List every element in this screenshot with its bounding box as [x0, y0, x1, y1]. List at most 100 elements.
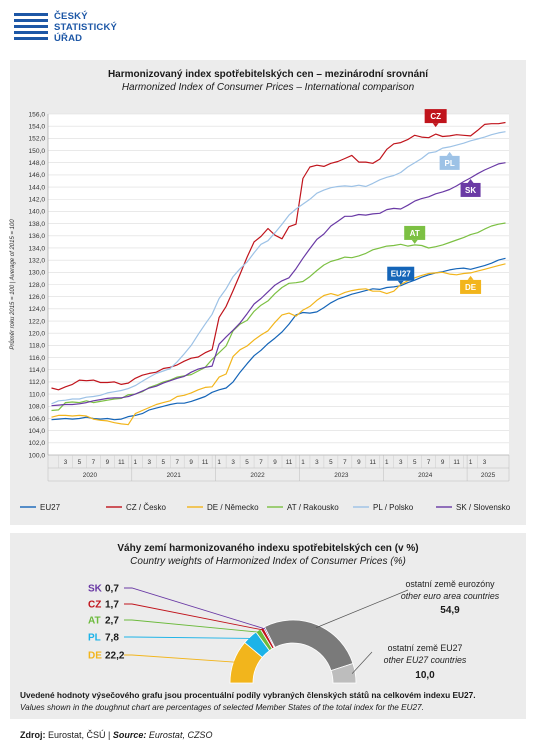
series-tag-label: EU27	[391, 270, 412, 279]
series-tag-pointer	[446, 151, 453, 156]
y-tick-label: 140,0	[28, 209, 45, 216]
source-en: Eurostat, CZSO	[148, 730, 213, 740]
series-tag-pointer	[397, 280, 404, 285]
x-tick-label: 1	[301, 459, 305, 466]
series-tag-pointer	[411, 239, 418, 244]
y-axis-label: Průměr roku 2015 = 100 | Average of 2015…	[9, 219, 16, 350]
y-tick-label: 154,0	[28, 123, 45, 130]
x-tick-label: 7	[175, 459, 179, 466]
line-chart-title: Harmonizovaný index spotřebitelských cen…	[107, 69, 429, 80]
y-tick-label: 122,0	[28, 318, 45, 325]
series-tag-label: CZ	[430, 112, 441, 121]
series-tag-box	[404, 225, 426, 240]
x-tick-label: 3	[64, 459, 68, 466]
y-tick-label: 100,0	[28, 452, 45, 459]
y-tick-label: 116,0	[29, 355, 45, 362]
x-tick-label: 5	[245, 459, 249, 466]
doughnut-chart-title: Váhy zemí harmonizovaného indexu spotřeb…	[117, 543, 419, 554]
y-tick-label: 132,0	[28, 257, 45, 264]
y-tick-label: 106,0	[28, 416, 45, 423]
y-tick-label: 142,0	[28, 197, 45, 204]
series-tag-label: DE	[465, 283, 477, 292]
logo-text: ČESKÝ STATISTICKÝ ÚŘAD	[54, 11, 117, 44]
slice-code-pl: PL	[88, 633, 101, 644]
note-czech: Uvedené hodnoty výsečového grafu jsou pr…	[20, 690, 476, 700]
year-label: 2022	[250, 472, 265, 479]
series-tag-at: AT	[404, 225, 426, 244]
slice-oth_eu	[330, 663, 357, 684]
year-label: 2024	[418, 472, 433, 479]
legend-label: AT / Rakousko	[287, 503, 339, 512]
series-line-at	[51, 222, 506, 412]
leader-line-cz	[124, 603, 263, 631]
x-tick-label: 5	[413, 459, 417, 466]
legend-label: CZ / Česko	[126, 503, 167, 512]
series-tag-label: SK	[465, 186, 476, 195]
x-tick-label: 11	[118, 459, 125, 466]
slice-code-at: AT	[88, 616, 101, 627]
x-tick-label: 11	[453, 459, 460, 466]
series-tag-box	[439, 155, 460, 170]
leader-line-other-eu	[351, 651, 373, 674]
source-line: Zdroj: Eurostat, ČSÚ | Source: Eurostat,…	[20, 730, 212, 740]
leader-line-sk	[124, 587, 266, 630]
x-tick-label: 3	[315, 459, 319, 466]
line-chart-subtitle: Harmonized Index of Consumer Prices – In…	[121, 82, 415, 93]
leader-line-at	[124, 619, 260, 633]
y-tick-label: 156,0	[28, 111, 45, 118]
series-line-pl	[51, 131, 506, 405]
other-eu-label-cs: ostatní země EU27	[388, 643, 463, 653]
leader-line-other-ea	[315, 589, 409, 629]
y-tick-label: 124,0	[28, 306, 45, 313]
series-tag-pointer	[432, 123, 439, 128]
y-tick-label: 150,0	[28, 148, 45, 155]
y-tick-label: 130,0	[28, 270, 45, 277]
y-tick-label: 152,0	[28, 136, 45, 143]
y-tick-label: 114,0	[29, 367, 45, 374]
source-cs: Eurostat, ČSÚ |	[48, 730, 111, 740]
series-tag-de: DE	[460, 275, 482, 294]
y-tick-label: 108,0	[28, 404, 45, 411]
series-tag-pointer	[467, 178, 474, 183]
other-ea-label-en: other euro area countries	[401, 591, 500, 601]
x-tick-label: 5	[161, 459, 165, 466]
series-line-cz	[51, 121, 506, 391]
year-label: 2020	[83, 472, 98, 479]
other-ea-label-cs: ostatní země eurozóny	[406, 579, 496, 589]
series-tag-eu27: EU27	[387, 266, 415, 285]
x-tick-label: 9	[441, 459, 445, 466]
note-english: Values shown in the doughnut chart are p…	[20, 703, 424, 712]
x-tick-label: 3	[399, 459, 403, 466]
x-tick-label: 11	[286, 459, 293, 466]
x-tick-label: 11	[370, 459, 377, 466]
x-tick-label: 9	[357, 459, 361, 466]
y-tick-label: 120,0	[28, 331, 45, 338]
y-tick-label: 104,0	[28, 428, 45, 435]
year-label: 2025	[481, 472, 496, 479]
x-tick-label: 7	[427, 459, 431, 466]
y-tick-label: 128,0	[28, 282, 45, 289]
x-tick-label: 11	[202, 459, 209, 466]
series-tag-pointer	[467, 275, 474, 280]
y-tick-label: 138,0	[28, 221, 45, 228]
slice-value-at: 2,7	[105, 616, 119, 627]
other-ea-value: 54,9	[440, 605, 460, 616]
source-label: Zdroj:	[20, 730, 46, 740]
y-tick-label: 112,0	[29, 379, 45, 386]
x-tick-label: 1	[385, 459, 389, 466]
logo-bars	[14, 13, 48, 43]
series-line-eu27	[51, 257, 506, 421]
year-label: 2021	[167, 472, 182, 479]
slice-value-de: 22,2	[105, 651, 125, 662]
x-tick-label: 1	[217, 459, 221, 466]
slice-oth_ea	[264, 619, 354, 672]
series-tag-cz: CZ	[424, 109, 447, 128]
legend-label: SK / Slovensko	[456, 503, 511, 512]
legend-label: EU27	[40, 503, 61, 512]
source-en-label: Source:	[112, 730, 147, 740]
series-line-sk	[51, 162, 506, 407]
series-tag-label: AT	[410, 229, 420, 238]
logo-line-1: ČESKÝ	[54, 11, 88, 22]
x-tick-label: 9	[189, 459, 193, 466]
leader-line-de	[124, 654, 236, 663]
